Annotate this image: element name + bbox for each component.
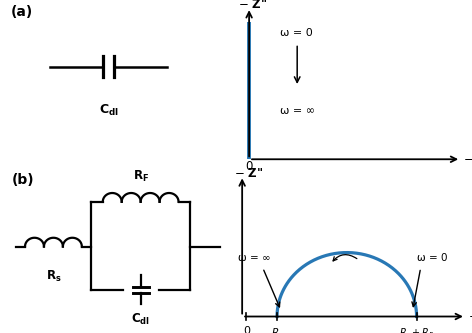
- Text: $R_s+R_F$: $R_s+R_F$: [399, 326, 434, 333]
- Text: ω = 0: ω = 0: [417, 253, 447, 263]
- Text: 0: 0: [243, 326, 250, 333]
- Text: (b): (b): [11, 173, 34, 187]
- Text: ω = 0: ω = 0: [280, 28, 312, 38]
- Text: (a): (a): [11, 5, 33, 19]
- Text: 0: 0: [245, 160, 253, 173]
- Text: $\mathbf{R_s}$: $\mathbf{R_s}$: [46, 269, 61, 284]
- Text: $-$ Z": $-$ Z": [238, 0, 268, 11]
- Text: $R_s$: $R_s$: [270, 326, 284, 333]
- Text: $-$ Z": $-$ Z": [234, 167, 263, 180]
- Text: $\mathbf{C_{dl}}$: $\mathbf{C_{dl}}$: [131, 312, 150, 327]
- Text: $-$Z': $-$Z': [463, 153, 472, 166]
- Text: $\mathbf{R_F}$: $\mathbf{R_F}$: [133, 169, 149, 184]
- Text: $\mathbf{C_{dl}}$: $\mathbf{C_{dl}}$: [99, 103, 118, 118]
- Text: $-$Z': $-$Z': [468, 310, 472, 323]
- Text: ω = ∞: ω = ∞: [238, 253, 270, 263]
- Text: ω = ∞: ω = ∞: [280, 107, 315, 117]
